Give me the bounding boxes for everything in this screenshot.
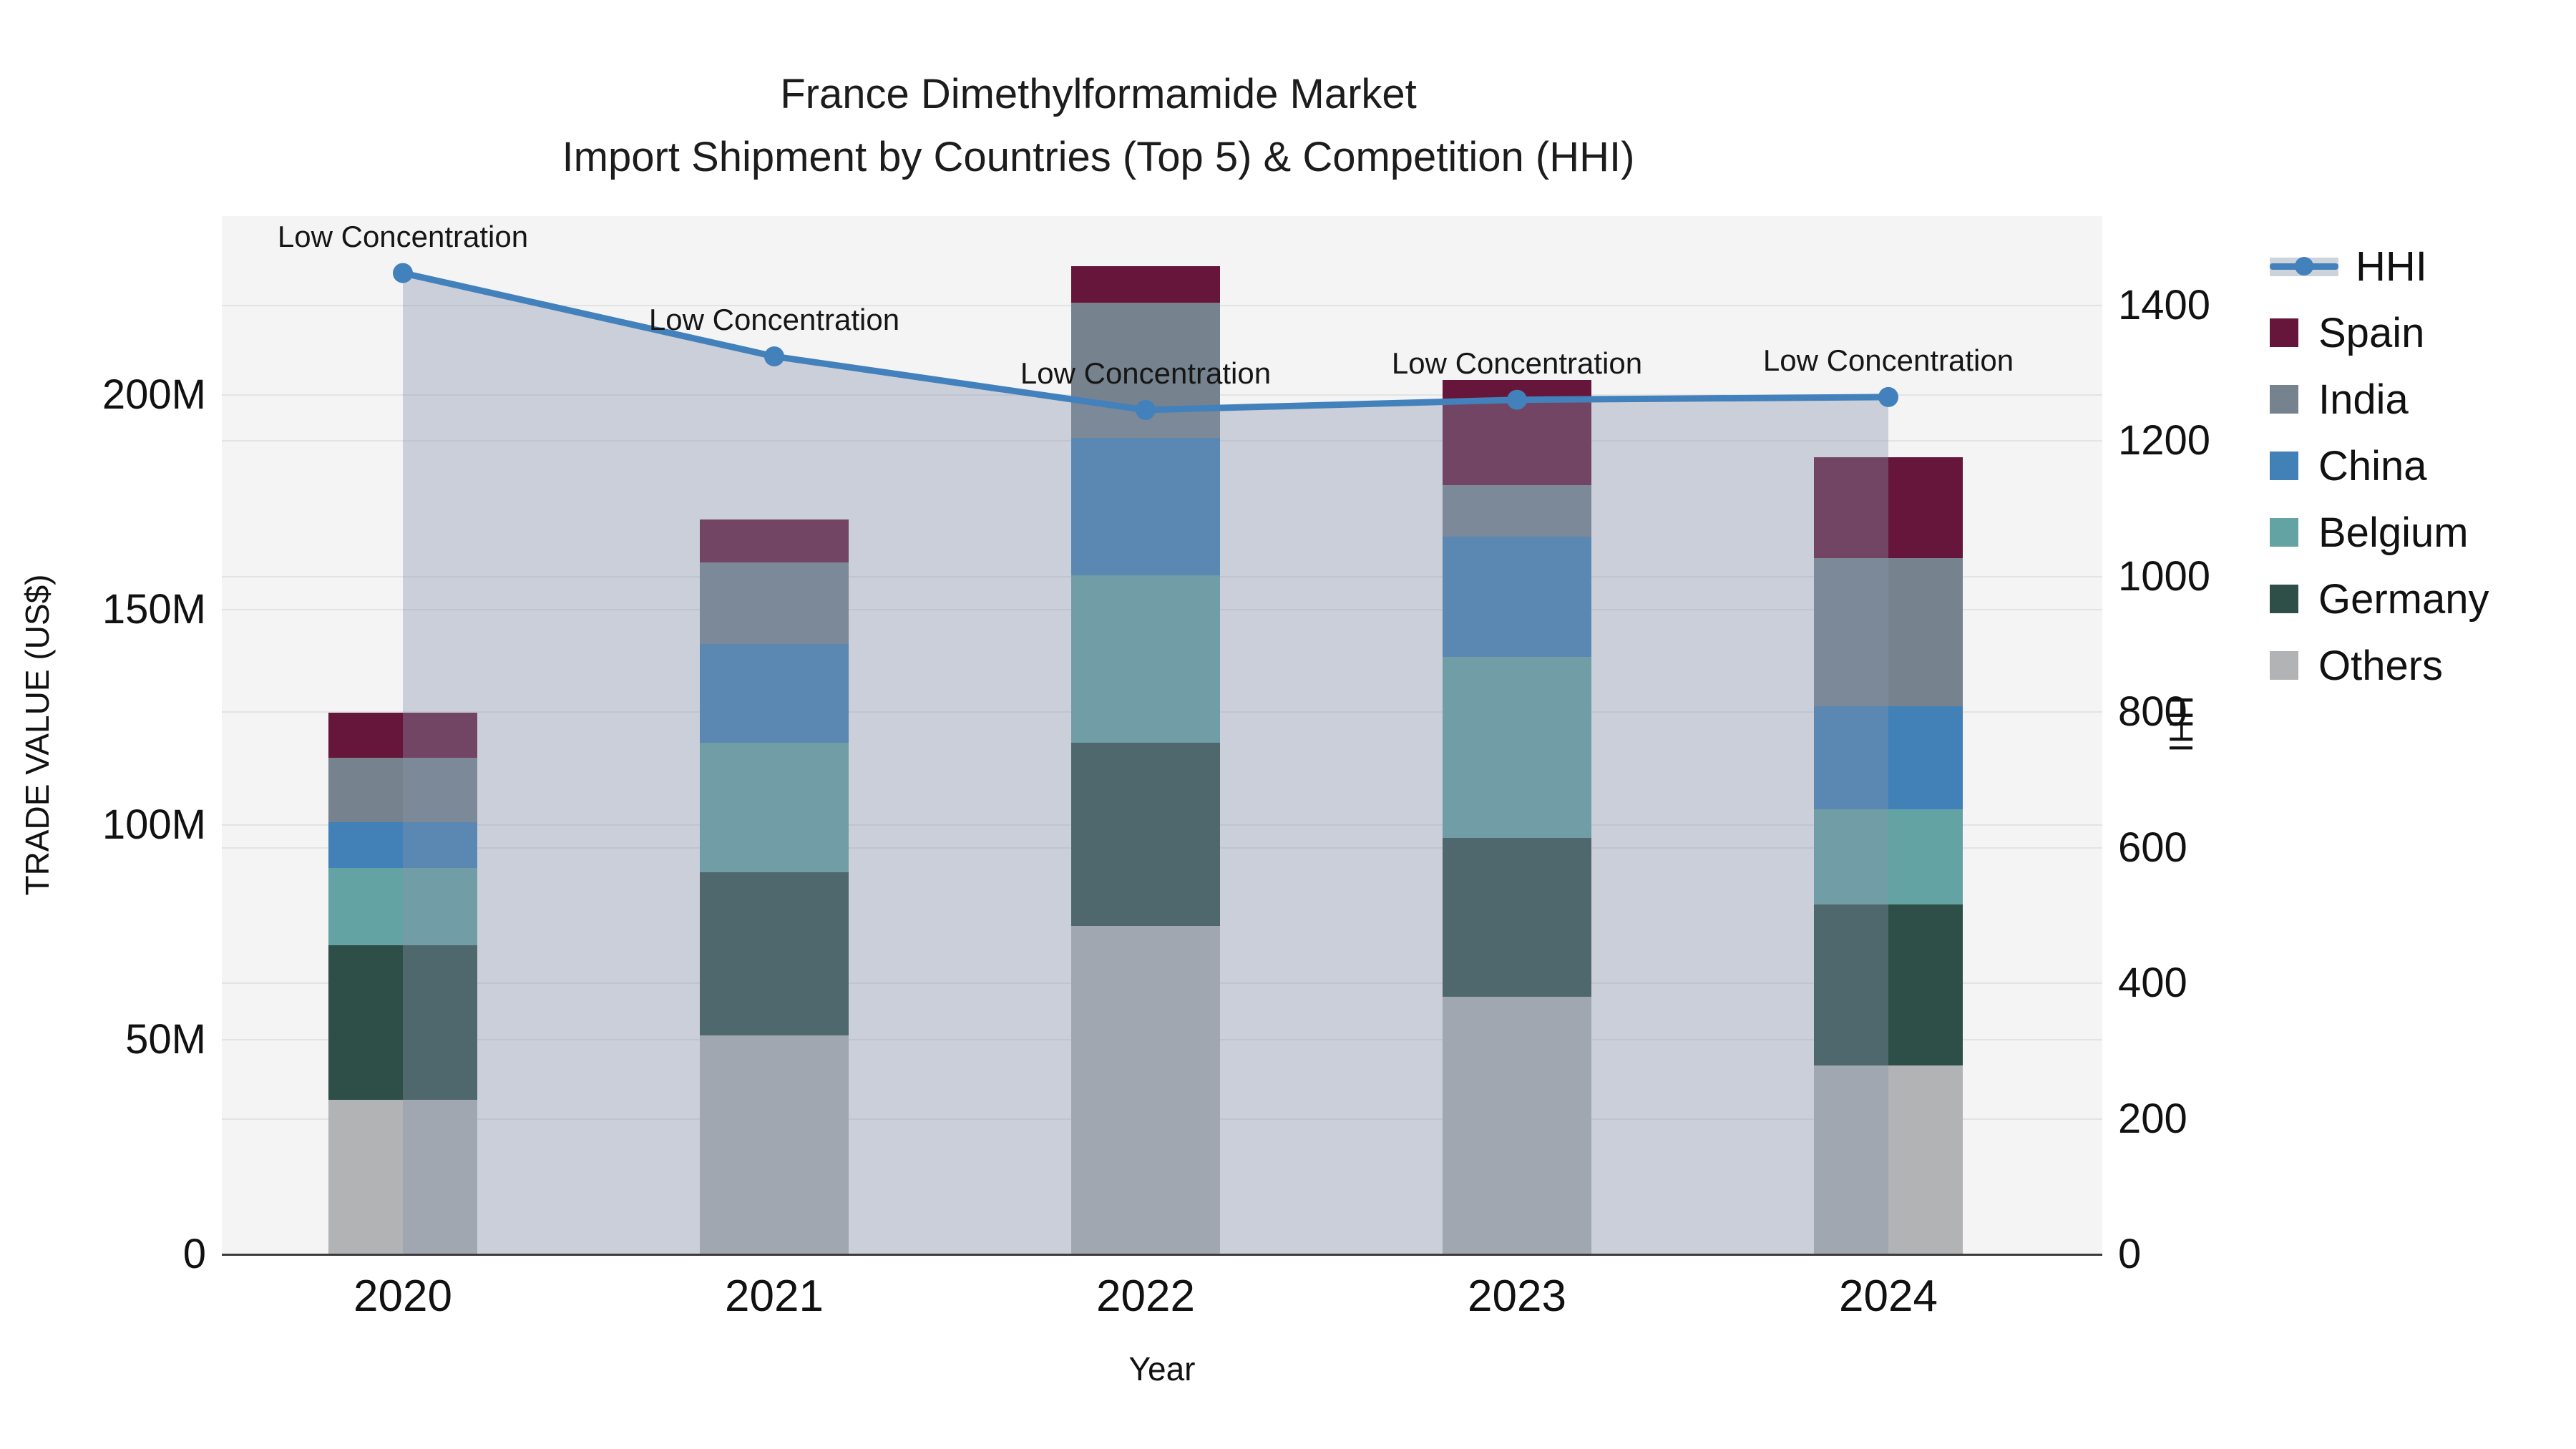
- hhi-marker-2022[interactable]: [1136, 399, 1156, 420]
- bar-segment-germany-2024[interactable]: [1814, 904, 1963, 1065]
- legend-item-belgium[interactable]: Belgium: [2270, 509, 2469, 556]
- hhi-line-layer: [393, 263, 1898, 1254]
- y-left-tick-label: 200M: [102, 371, 206, 418]
- legend-swatch-spain: [2270, 318, 2298, 347]
- bar-segment-india-2020[interactable]: [328, 758, 477, 823]
- bar-segment-china-2021[interactable]: [700, 644, 849, 743]
- bar-segment-others-2020[interactable]: [328, 1099, 477, 1254]
- y-left-tick-label: 50M: [125, 1015, 206, 1063]
- bar-segment-belgium-2023[interactable]: [1443, 657, 1591, 838]
- hhi-marker-2024[interactable]: [1878, 386, 1898, 407]
- hhi-marker-2020[interactable]: [393, 263, 413, 283]
- plot-area: [222, 216, 2102, 1254]
- bar-segment-spain-2020[interactable]: [328, 713, 477, 758]
- x-axis-line: [222, 1254, 2102, 1256]
- hhi-area-fill: [403, 273, 1888, 1254]
- annotation-low-concentration-2021: Low Concentration: [648, 303, 900, 337]
- annotation-low-concentration-2022: Low Concentration: [1020, 356, 1272, 390]
- legend-label-china: China: [2318, 442, 2427, 489]
- x-tick-label-2022: 2022: [1096, 1272, 1195, 1321]
- x-tick-label-2020: 2020: [353, 1272, 452, 1321]
- y-right-tick-label: 1200: [2118, 417, 2211, 464]
- legend-swatch-belgium: [2270, 518, 2298, 547]
- bar-segment-china-2024[interactable]: [1814, 706, 1963, 810]
- bar-segment-spain-2024[interactable]: [1814, 457, 1963, 559]
- bar-segment-india-2023[interactable]: [1443, 485, 1591, 537]
- annotation-low-concentration-2020: Low Concentration: [277, 219, 529, 253]
- legend-label-others: Others: [2318, 642, 2444, 689]
- legend-label-spain: Spain: [2318, 309, 2425, 356]
- legend-label-belgium: Belgium: [2318, 509, 2469, 556]
- bar-segment-belgium-2021[interactable]: [700, 743, 849, 872]
- y-right-tick-label: 400: [2118, 960, 2187, 1007]
- bar-segment-belgium-2020[interactable]: [328, 867, 477, 945]
- legend-label-germany: Germany: [2318, 575, 2489, 623]
- y-right-tick-label: 600: [2118, 824, 2187, 871]
- bar-segment-germany-2021[interactable]: [700, 872, 849, 1035]
- legend-label-hhi: HHI: [2356, 243, 2427, 290]
- legend-swatch-china: [2270, 452, 2298, 480]
- y-axis-left-title: TRADE VALUE (US$): [19, 574, 56, 896]
- legend-item-germany[interactable]: Germany: [2270, 575, 2489, 623]
- x-tick-label-2024: 2024: [1839, 1272, 1938, 1321]
- y-right-tick-label: 800: [2118, 688, 2187, 736]
- chart-title-line1: France Dimethylformamide Market: [780, 71, 1417, 117]
- bar-segment-others-2024[interactable]: [1814, 1065, 1963, 1254]
- y-right-tick-label: 0: [2118, 1231, 2142, 1277]
- y-left-tick-label: 0: [182, 1231, 206, 1277]
- x-axis-title: Year: [1128, 1350, 1196, 1387]
- y-left-tick-label: 150M: [102, 586, 206, 633]
- bar-segment-others-2022[interactable]: [1071, 925, 1220, 1254]
- bar-segment-china-2022[interactable]: [1071, 438, 1220, 576]
- x-tick-label-2023: 2023: [1468, 1272, 1566, 1321]
- y-right-tick-label: 1000: [2118, 552, 2211, 600]
- legend-hhi-line-swatch: [2270, 252, 2338, 280]
- bar-segment-india-2021[interactable]: [700, 562, 849, 645]
- legend-swatch-india: [2270, 385, 2298, 414]
- legend-item-india[interactable]: India: [2270, 376, 2409, 423]
- bar-segment-belgium-2022[interactable]: [1071, 575, 1220, 743]
- legend-hhi-marker-dot: [2295, 257, 2313, 275]
- bar-segment-others-2021[interactable]: [700, 1035, 849, 1254]
- bar-segment-germany-2022[interactable]: [1071, 743, 1220, 926]
- hhi-marker-2021[interactable]: [764, 346, 784, 367]
- annotation-low-concentration-2024: Low Concentration: [1762, 343, 2014, 377]
- bar-segment-china-2023[interactable]: [1443, 537, 1591, 658]
- legend-item-spain[interactable]: Spain: [2270, 310, 2424, 356]
- legend-swatch-germany: [2270, 585, 2298, 613]
- chart-title-line2: Import Shipment by Countries (Top 5) & C…: [562, 134, 1635, 180]
- bar-segment-germany-2023[interactable]: [1443, 837, 1591, 997]
- y-right-tick-label: 200: [2118, 1095, 2187, 1142]
- annotation-low-concentration-2023: Low Concentration: [1391, 346, 1643, 380]
- y-left-tick-label: 100M: [102, 801, 206, 848]
- bar-segment-india-2024[interactable]: [1814, 558, 1963, 707]
- bar-segment-spain-2021[interactable]: [700, 519, 849, 563]
- y-right-tick-label: 1400: [2118, 282, 2211, 329]
- legend-swatch-others: [2270, 651, 2298, 680]
- legend-item-china[interactable]: China: [2270, 443, 2427, 489]
- chart-title: France Dimethylformamide Market Import S…: [0, 63, 2197, 189]
- legend-item-hhi[interactable]: HHI: [2270, 243, 2427, 290]
- bar-segment-others-2023[interactable]: [1443, 996, 1591, 1254]
- bar-segment-belgium-2024[interactable]: [1814, 809, 1963, 904]
- bar-segment-china-2020[interactable]: [328, 822, 477, 868]
- bar-segment-spain-2022[interactable]: [1071, 265, 1220, 303]
- x-tick-label-2021: 2021: [725, 1272, 824, 1321]
- y-axis-right-title: HHI: [2162, 696, 2200, 753]
- legend-item-others[interactable]: Others: [2270, 642, 2444, 689]
- hhi-marker-2023[interactable]: [1507, 389, 1527, 410]
- bar-segment-germany-2020[interactable]: [328, 945, 477, 1100]
- legend-label-india: India: [2318, 376, 2409, 423]
